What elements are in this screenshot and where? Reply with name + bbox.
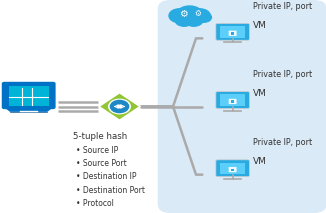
- FancyBboxPatch shape: [2, 82, 56, 109]
- Circle shape: [185, 14, 203, 26]
- Text: • Protocol: • Protocol: [77, 199, 114, 208]
- Circle shape: [169, 9, 190, 23]
- Text: VM: VM: [253, 157, 267, 166]
- Text: • Source Port: • Source Port: [77, 159, 127, 168]
- FancyBboxPatch shape: [229, 31, 237, 36]
- FancyBboxPatch shape: [8, 86, 49, 106]
- Polygon shape: [4, 107, 53, 112]
- Text: • Source IP: • Source IP: [77, 146, 119, 155]
- Text: 5-tuple hash: 5-tuple hash: [73, 132, 127, 141]
- Circle shape: [111, 100, 129, 113]
- Text: • Destination IP: • Destination IP: [77, 172, 137, 181]
- FancyBboxPatch shape: [229, 99, 237, 104]
- FancyBboxPatch shape: [229, 167, 237, 172]
- Circle shape: [109, 99, 130, 114]
- Text: Private IP, port: Private IP, port: [253, 70, 312, 79]
- Circle shape: [176, 6, 203, 24]
- FancyBboxPatch shape: [216, 23, 249, 40]
- FancyBboxPatch shape: [216, 160, 249, 177]
- Text: Private IP, port: Private IP, port: [253, 2, 312, 11]
- FancyBboxPatch shape: [158, 0, 326, 213]
- Circle shape: [175, 14, 193, 26]
- Circle shape: [118, 105, 121, 108]
- FancyBboxPatch shape: [231, 168, 234, 171]
- FancyBboxPatch shape: [220, 163, 245, 174]
- FancyBboxPatch shape: [220, 26, 245, 37]
- Text: ⚙: ⚙: [179, 9, 188, 19]
- Circle shape: [197, 13, 211, 22]
- Text: Private IP, port: Private IP, port: [253, 138, 312, 147]
- FancyBboxPatch shape: [216, 92, 249, 108]
- Circle shape: [190, 9, 210, 23]
- Text: VM: VM: [253, 21, 267, 30]
- FancyBboxPatch shape: [231, 32, 234, 35]
- Text: • Destination Port: • Destination Port: [77, 186, 145, 194]
- Polygon shape: [99, 93, 140, 120]
- Text: ⚙: ⚙: [195, 9, 201, 18]
- Text: VM: VM: [253, 89, 267, 98]
- FancyBboxPatch shape: [231, 100, 234, 103]
- FancyBboxPatch shape: [220, 94, 245, 106]
